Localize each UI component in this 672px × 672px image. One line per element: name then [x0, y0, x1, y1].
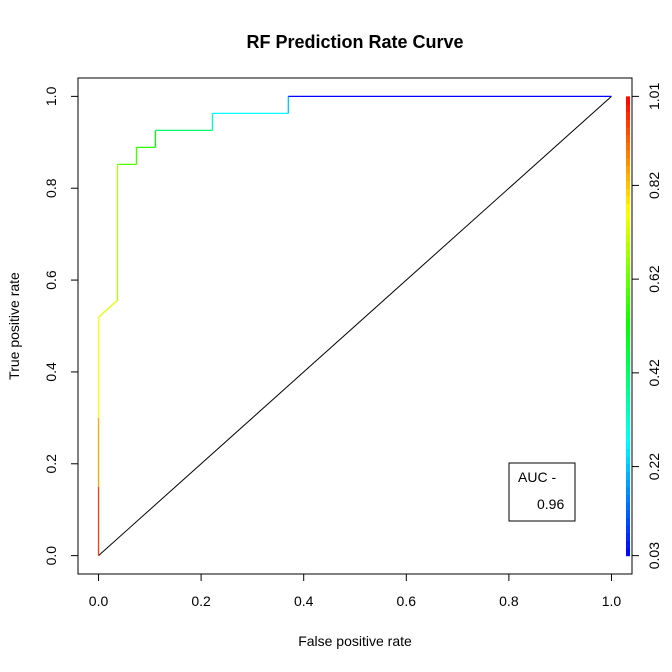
colorbar-band [626, 257, 630, 266]
colorbar-band [626, 394, 630, 404]
colorbar-band [626, 471, 630, 480]
colorbar-band [626, 234, 630, 243]
colorbar-band [626, 310, 630, 319]
y-axis-label: True positive rate [6, 272, 22, 380]
y-tick-label: 0.4 [43, 362, 59, 382]
auc-value: 0.96 [537, 496, 564, 512]
colorbar-band [626, 134, 630, 143]
y-tick-label: 0.2 [43, 454, 59, 474]
reference-line [98, 95, 612, 557]
cutoff-colorbar: 0.03 0.22 0.42 0.62 0.82 1.01 [626, 83, 662, 569]
colorbar-band [626, 433, 630, 442]
x-tick-label: 1.0 [602, 593, 622, 609]
colorbar-band [626, 303, 630, 312]
colorbar-band [626, 348, 630, 358]
colorbar-band [626, 364, 630, 373]
y-tick-label: 0.8 [43, 178, 59, 198]
colorbar-band [626, 119, 630, 128]
colorbar-tick-label: 1.01 [646, 83, 662, 110]
colorbar-band [626, 165, 630, 174]
colorbar-band [626, 547, 630, 557]
colorbar-band [626, 203, 630, 212]
roc-curve [97, 95, 612, 556]
colorbar-band [626, 326, 630, 335]
colorbar-band [626, 188, 630, 197]
colorbar-band [626, 195, 630, 205]
y-tick-label: 0.0 [43, 546, 59, 566]
diagonal-reference-line [98, 95, 612, 557]
colorbar-band [626, 264, 630, 274]
x-axis-label: False positive rate [298, 633, 412, 649]
plot-frame [77, 77, 633, 575]
colorbar-band [626, 249, 630, 258]
x-axis: 0.0 0.2 0.4 0.6 0.8 1.0 [89, 574, 622, 609]
colorbar-band [626, 494, 630, 503]
colorbar-band [626, 425, 630, 434]
colorbar-band [626, 287, 630, 296]
x-tick-label: 0.2 [191, 593, 211, 609]
colorbar-band [626, 517, 630, 526]
auc-box-frame [508, 462, 576, 522]
colorbar-band [626, 387, 630, 396]
colorbar-band [626, 272, 630, 281]
colorbar-band [626, 371, 630, 381]
colorbar-band [626, 211, 630, 220]
colorbar-band [626, 318, 630, 327]
colorbar-tick-label: 0.03 [646, 542, 662, 569]
colorbar-band [626, 218, 630, 228]
chart-title: RF Prediction Rate Curve [246, 32, 463, 52]
colorbar-band [626, 410, 630, 419]
colorbar-band [626, 111, 630, 120]
x-tick-label: 0.8 [499, 593, 519, 609]
colorbar-band [626, 532, 630, 541]
colorbar-band [626, 295, 630, 304]
colorbar-band [626, 96, 630, 105]
colorbar-band [626, 157, 630, 166]
colorbar-band [626, 241, 630, 251]
colorbar-band [626, 502, 630, 511]
colorbar-band [626, 379, 630, 388]
colorbar-band [626, 226, 630, 235]
colorbar-band [626, 448, 630, 457]
colorbar-band [626, 440, 630, 450]
colorbar-band [626, 172, 630, 182]
colorbar-band [626, 479, 630, 488]
colorbar-band [626, 417, 630, 427]
y-tick-label: 1.0 [43, 86, 59, 106]
colorbar-band [626, 333, 630, 342]
colorbar-band [626, 142, 630, 151]
colorbar-tick-label: 0.62 [646, 265, 662, 292]
colorbar-band [626, 341, 630, 350]
colorbar-band [626, 486, 630, 495]
colorbar-band [626, 126, 630, 136]
colorbar-band [626, 356, 630, 365]
colorbar-tick-label: 0.42 [646, 359, 662, 386]
x-tick-label: 0.4 [294, 593, 314, 609]
colorbar-band [626, 104, 630, 113]
colorbar-band [626, 509, 630, 518]
colorbar-band [626, 463, 630, 473]
colorbar-band [626, 180, 630, 189]
colorbar-band [626, 525, 630, 534]
x-tick-label: 0.6 [397, 593, 417, 609]
auc-label: AUC - [518, 469, 556, 485]
colorbar-band [626, 149, 630, 159]
colorbar-tick-label: 0.22 [646, 453, 662, 480]
x-tick-label: 0.0 [89, 593, 109, 609]
colorbar-tick-label: 0.82 [646, 172, 662, 199]
colorbar-band [626, 402, 630, 411]
roc-curve-segment [98, 299, 118, 318]
colorbar-band [626, 280, 630, 289]
y-tick-label: 0.6 [43, 270, 59, 290]
colorbar-band [626, 456, 630, 465]
auc-annotation: AUC - 0.96 [508, 462, 576, 522]
y-axis: 0.0 0.2 0.4 0.6 0.8 1.0 [43, 86, 78, 565]
colorbar-band [626, 540, 630, 549]
